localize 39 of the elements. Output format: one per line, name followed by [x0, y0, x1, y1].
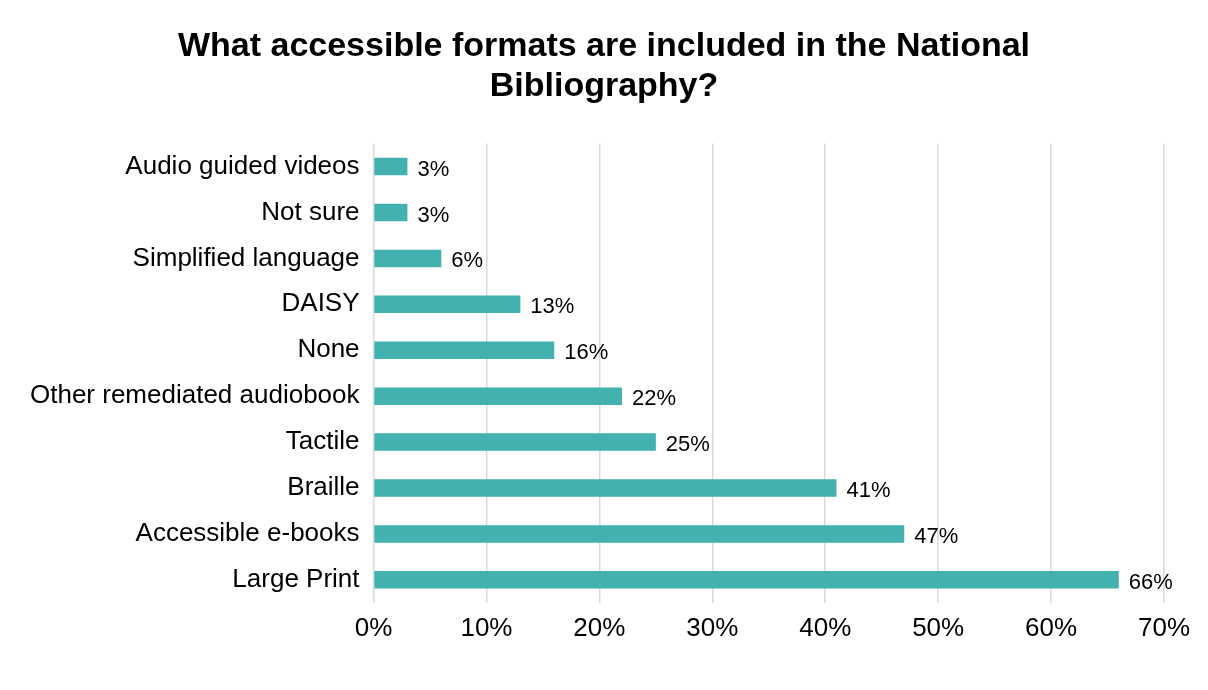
- data-label: 3%: [417, 201, 450, 227]
- x-tick-label: 30%: [686, 611, 739, 642]
- y-tick-label: Not sure: [261, 195, 360, 226]
- bar: [374, 249, 442, 268]
- y-tick-label: Other remediated audiobook: [30, 379, 361, 410]
- data-label: 22%: [631, 385, 677, 411]
- x-tick-label: 10%: [460, 611, 513, 642]
- data-label: 6%: [451, 247, 484, 273]
- bar: [374, 295, 521, 314]
- data-label: 41%: [846, 477, 891, 503]
- y-tick-label: Large Print: [232, 563, 361, 594]
- chart-title: What accessible formats are included in the National Bibliography?: [176, 24, 1032, 104]
- bar: [374, 387, 622, 405]
- bar: [374, 433, 656, 451]
- y-tick-label: Simplified language: [132, 241, 360, 272]
- x-tick-label: 40%: [799, 611, 852, 642]
- bar: [374, 525, 905, 543]
- bar: [374, 479, 837, 497]
- data-label: 16%: [564, 339, 609, 365]
- y-tick-label: Braille: [287, 471, 360, 502]
- x-tick-label: 70%: [1137, 611, 1190, 642]
- y-tick-label: None: [297, 333, 360, 364]
- x-tick-label: 20%: [573, 611, 626, 642]
- bar: [374, 157, 408, 176]
- y-tick-label: Tactile: [285, 425, 360, 456]
- y-tick-label: Accessible e-books: [135, 517, 360, 548]
- data-label: 47%: [914, 522, 959, 548]
- data-label: 13%: [530, 293, 575, 319]
- y-tick-label: Audio guided videos: [125, 149, 360, 180]
- x-tick-label: 60%: [1025, 611, 1078, 642]
- data-label: 66%: [1128, 568, 1173, 594]
- data-label: 3%: [417, 155, 450, 181]
- y-tick-label: DAISY: [281, 287, 360, 318]
- bar: [374, 341, 555, 359]
- data-label: 25%: [665, 431, 710, 457]
- x-tick-label: 50%: [912, 611, 965, 642]
- bar: [374, 571, 1119, 589]
- bar: [374, 203, 408, 222]
- x-tick-label: 0%: [354, 611, 393, 642]
